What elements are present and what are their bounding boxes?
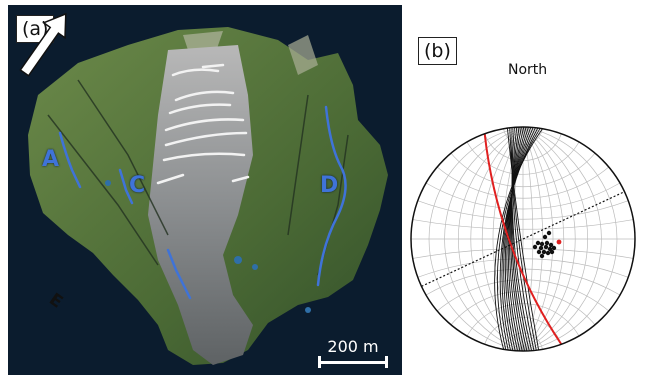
fault-trace-c bbox=[118, 168, 134, 205]
highlighted-great-circle bbox=[483, 133, 563, 345]
great-circle bbox=[510, 126, 526, 352]
pole-point bbox=[548, 242, 554, 248]
great-circle bbox=[511, 126, 528, 352]
pole-point bbox=[542, 234, 548, 240]
fault-trace-a bbox=[58, 131, 82, 189]
scale-bar-label: 200 m bbox=[327, 337, 379, 356]
grid-parallel bbox=[412, 219, 634, 230]
great-circle bbox=[503, 127, 534, 351]
north-label: North bbox=[508, 62, 548, 78]
pole-point-highlight bbox=[556, 239, 562, 245]
grid-parallel bbox=[417, 200, 629, 220]
scale-bar: 200 m bbox=[318, 337, 388, 368]
pole-point bbox=[545, 250, 551, 256]
great-circle bbox=[511, 127, 535, 351]
fault-traces bbox=[58, 105, 347, 300]
direction-arrow-icon bbox=[19, 12, 67, 77]
pole-point bbox=[536, 249, 542, 255]
grid-parallel bbox=[466, 303, 580, 337]
fault-trace-lower bbox=[166, 248, 192, 300]
trend-line bbox=[421, 191, 625, 287]
great-circles bbox=[494, 126, 543, 352]
pole-point bbox=[539, 241, 545, 247]
fault-label-a: A bbox=[42, 147, 60, 172]
grid-parallel bbox=[436, 279, 610, 312]
pole-points bbox=[532, 230, 562, 259]
stereonet-plot bbox=[410, 126, 636, 352]
stereonet-primitive bbox=[410, 126, 636, 352]
terrain-map bbox=[28, 27, 388, 365]
great-circle bbox=[509, 127, 537, 351]
pole-point bbox=[541, 249, 547, 255]
grid-parallel bbox=[436, 166, 610, 199]
pole-point bbox=[543, 244, 549, 250]
fault-trace-d bbox=[316, 105, 347, 287]
great-circle bbox=[511, 127, 533, 351]
great-circle bbox=[494, 128, 543, 350]
great-circle bbox=[509, 126, 525, 352]
great-circle bbox=[504, 127, 532, 351]
rock-slope bbox=[148, 45, 253, 365]
grid-parallel bbox=[450, 152, 596, 188]
grid-parallel bbox=[425, 268, 621, 296]
pole-point bbox=[538, 245, 544, 251]
pole-point bbox=[539, 253, 545, 259]
terrain-panel: (a) A C D E 200 m bbox=[8, 5, 402, 375]
panel-b-label: (b) bbox=[418, 37, 457, 65]
grid-parallel bbox=[417, 258, 629, 278]
pole-point bbox=[546, 230, 552, 236]
pole-point bbox=[549, 249, 555, 255]
great-circle bbox=[501, 127, 536, 351]
grid-parallel bbox=[412, 248, 634, 259]
great-circle bbox=[499, 127, 539, 351]
pole-point bbox=[535, 240, 541, 246]
fault-label-c: C bbox=[129, 173, 146, 198]
pole-point bbox=[544, 240, 550, 246]
pole-point bbox=[551, 245, 557, 251]
great-circle bbox=[511, 127, 530, 351]
fault-label-d: D bbox=[320, 173, 339, 198]
grid-parallel bbox=[466, 141, 580, 175]
pole-point bbox=[532, 244, 538, 250]
great-circle bbox=[506, 128, 540, 350]
great-circle bbox=[496, 128, 541, 350]
grid-parallel bbox=[425, 182, 621, 210]
